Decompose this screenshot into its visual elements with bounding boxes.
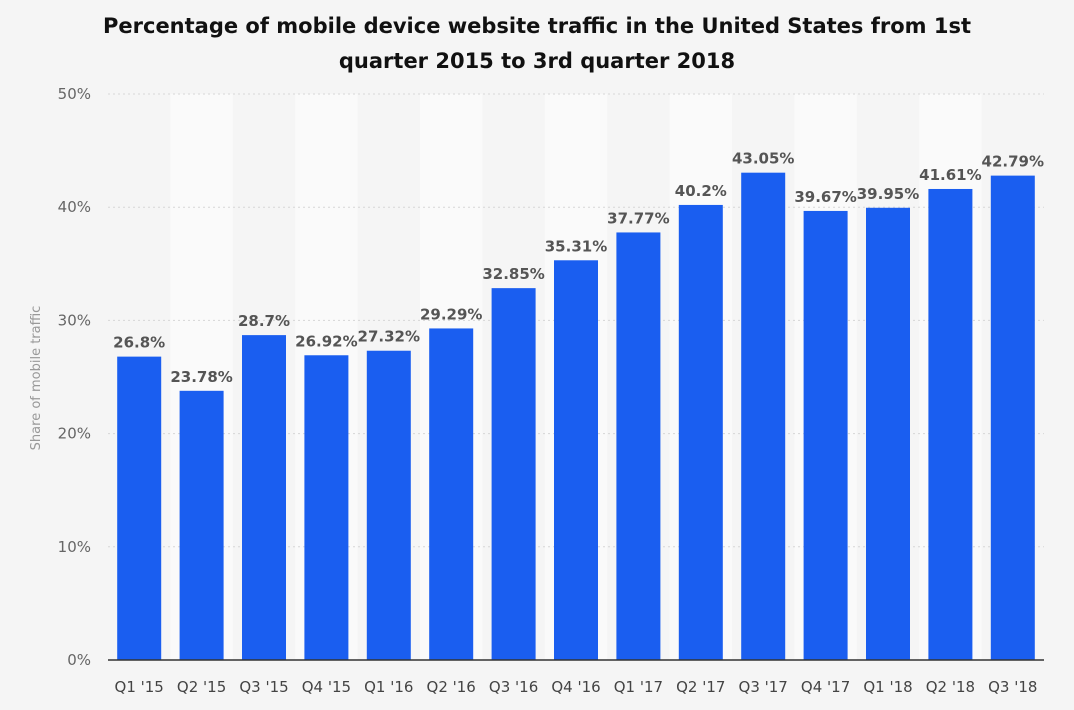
chart-title-line-1: Percentage of mobile device website traf… [103, 14, 971, 38]
data-label: 37.77% [607, 209, 669, 227]
data-label: 42.79% [982, 153, 1044, 171]
data-label: 29.29% [420, 305, 482, 323]
bar [117, 356, 162, 660]
data-label: 39.67% [794, 188, 856, 206]
bar [179, 390, 224, 660]
y-axis-ticks: 0% 10% 20% 30% 40% 50% [58, 85, 91, 669]
bar [741, 172, 786, 660]
x-tick-label: Q1 '17 [614, 678, 663, 696]
data-label: 35.31% [545, 237, 607, 255]
y-tick-label: 20% [58, 425, 91, 443]
data-label: 28.7% [238, 312, 290, 330]
data-label: 27.32% [358, 328, 420, 346]
y-tick-label: 30% [58, 311, 91, 329]
y-axis-label: Share of mobile traffic [29, 306, 44, 451]
x-tick-label: Q2 '17 [676, 678, 725, 696]
bar [242, 335, 286, 660]
x-tick-label: Q4 '15 [302, 678, 351, 696]
x-tick-label: Q1 '16 [364, 678, 413, 696]
x-tick-label: Q1 '15 [115, 678, 164, 696]
data-label: 26.8% [113, 334, 165, 352]
x-tick-label: Q3 '17 [739, 678, 788, 696]
data-label: 39.95% [857, 185, 919, 203]
bar [990, 175, 1035, 661]
data-labels: 26.8% 23.78% 28.7% 26.92% 27.32%29.29% 32.85%… [113, 150, 1044, 386]
data-label: 41.61% [919, 166, 981, 184]
bar [803, 210, 848, 660]
bars [117, 172, 1035, 661]
x-tick-label: Q4 '16 [551, 678, 600, 696]
bar [678, 204, 723, 660]
x-tick-label: Q2 '15 [177, 678, 226, 696]
x-tick-label: Q2 '16 [427, 678, 476, 696]
y-tick-label: 0% [67, 651, 91, 669]
bar [429, 328, 474, 660]
bar [928, 188, 973, 660]
data-label: 32.85% [482, 265, 544, 283]
x-tick-label: Q3 '18 [988, 678, 1037, 696]
x-tick-label: Q1 '18 [863, 678, 912, 696]
data-label: 40.2% [675, 182, 727, 200]
y-tick-label: 40% [58, 198, 91, 216]
y-tick-label: 10% [58, 538, 91, 556]
bar [304, 355, 349, 660]
x-tick-label: Q3 '15 [239, 678, 288, 696]
y-tick-label: 50% [58, 85, 91, 103]
bar [554, 260, 598, 660]
data-label: 43.05% [732, 150, 794, 168]
x-tick-label: Q4 '17 [801, 678, 850, 696]
bar [616, 232, 661, 660]
x-axis-ticks: Q1 '15 Q2 '15 Q3 '15 Q4 '15 Q1 '16 Q2 '16 Q3 '… [115, 678, 1038, 696]
x-tick-label: Q3 '16 [489, 678, 538, 696]
bar [366, 350, 411, 660]
bar [491, 288, 536, 660]
data-label: 23.78% [170, 368, 232, 386]
x-tick-label: Q2 '18 [926, 678, 975, 696]
bar [866, 207, 910, 661]
chart-title-line-2: quarter 2015 to 3rd quarter 2018 [339, 49, 735, 73]
data-label: 26.92% [295, 332, 357, 350]
